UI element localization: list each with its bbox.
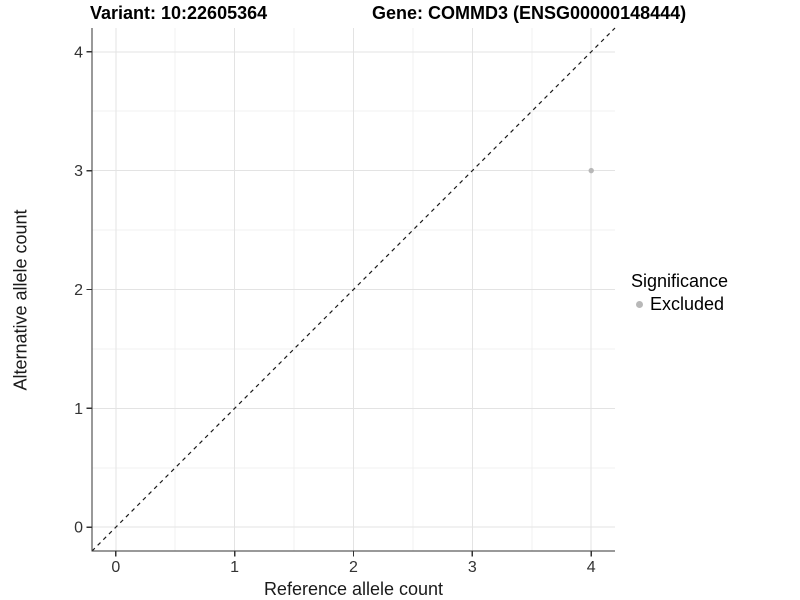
legend-point-icon [636, 301, 643, 308]
identity-line [91, 27, 616, 552]
plot-title-gene: Gene: COMMD3 (ENSG00000148444) [372, 3, 687, 23]
legend-item-excluded: Excluded [631, 294, 728, 315]
y-tick-label: 0 [74, 520, 83, 537]
legend-title: Significance [631, 271, 729, 291]
y-axis-title: Alternative allele count [10, 209, 31, 391]
x-tick-label: 2 [349, 559, 358, 576]
plot-title-variant: Variant: 10:22605364 [90, 3, 268, 23]
x-axis-title: Reference allele count [263, 579, 444, 599]
x-tick-label: 1 [230, 559, 239, 576]
x-tick-label: 0 [111, 559, 120, 576]
x-tick-label: 4 [587, 559, 596, 576]
legend-item-label: Excluded [650, 294, 725, 314]
x-tick-label: 3 [468, 559, 477, 576]
y-tick-label: 1 [74, 401, 83, 418]
legend: Significance Excluded [631, 270, 728, 315]
y-tick-label: 4 [74, 44, 83, 61]
y-tick-label: 3 [74, 163, 83, 180]
y-tick-label: 2 [74, 282, 83, 299]
data-point [588, 167, 594, 174]
